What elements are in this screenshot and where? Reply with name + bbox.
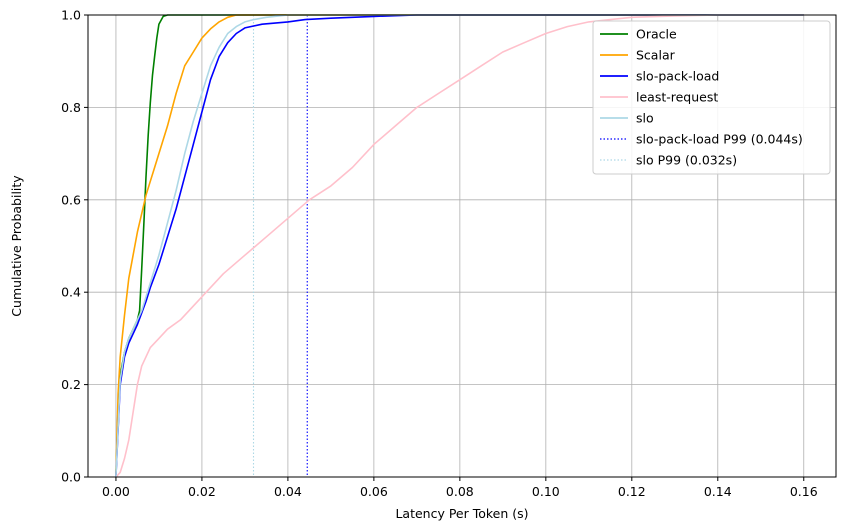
- series-line-scalar: [115, 14, 804, 478]
- x-tick-label: 0.06: [360, 484, 388, 499]
- y-tick-label: 0.8: [61, 100, 81, 115]
- legend-label: Oracle: [636, 27, 677, 42]
- legend-label: least-request: [636, 90, 718, 105]
- x-tick-label: 0.14: [704, 484, 732, 499]
- p99-reference-lines: [252, 15, 308, 477]
- x-axis-title: Latency Per Token (s): [395, 506, 528, 521]
- plot-frame: [87, 14, 837, 478]
- y-tick-label: 0.4: [61, 285, 81, 300]
- legend-label: slo: [636, 111, 654, 126]
- legend-label: slo P99 (0.032s): [636, 153, 737, 168]
- series-lines: [115, 14, 804, 478]
- x-tick-label: 0.00: [102, 484, 130, 499]
- y-tick-label: 0.2: [61, 377, 81, 392]
- y-tick-label: 0.6: [61, 192, 81, 207]
- legend-box: [592, 20, 831, 175]
- legend-label: Scalar: [636, 48, 676, 63]
- x-tick-label: 0.04: [274, 484, 302, 499]
- y-axis-title: Cumulative Probability: [9, 175, 24, 317]
- series-line-least-request: [115, 14, 804, 478]
- x-tick-label: 0.02: [188, 484, 216, 499]
- x-tick-label: 0.08: [446, 484, 474, 499]
- y-tick-label: 1.0: [61, 8, 81, 23]
- x-tick-label: 0.10: [532, 484, 560, 499]
- y-tick-label: 0.0: [61, 470, 81, 485]
- x-tick-label: 0.16: [790, 484, 818, 499]
- legend: Oracle Scalar slo-pack-load least-request sl…: [592, 20, 831, 175]
- series-line-slo-pack-load: [115, 14, 804, 478]
- legend-label: slo-pack-load: [636, 69, 719, 84]
- axis-ticks: 0.00 0.02 0.04 0.06 0.08 0.10 0.12 0.14 0.16 0.0 0…: [61, 8, 818, 500]
- x-tick-label: 0.12: [618, 484, 646, 499]
- legend-label: slo-pack-load P99 (0.044s): [636, 132, 803, 147]
- series-line-slo: [115, 14, 804, 478]
